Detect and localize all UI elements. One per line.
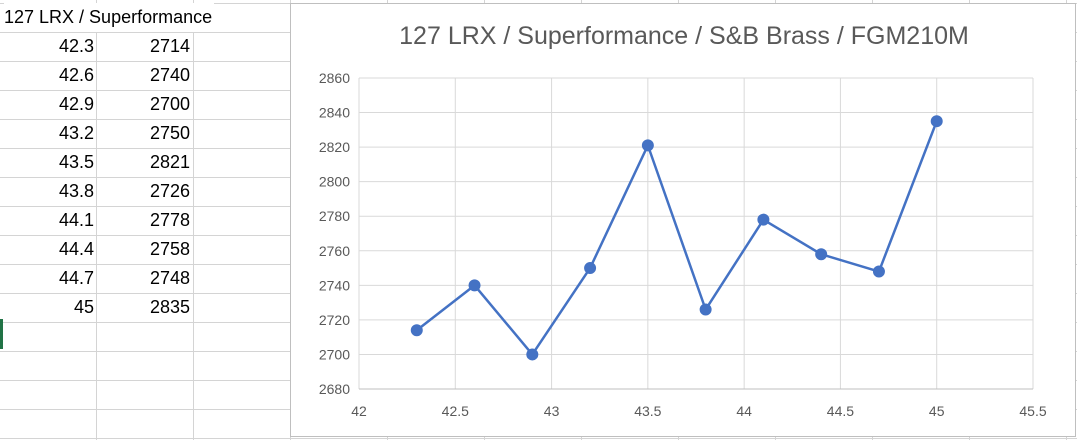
cell-charge[interactable]: 43.5 (58, 152, 94, 172)
cell-charge[interactable]: 42.9 (58, 94, 94, 114)
chart-title: 127 LRX / Superformance / S&B Brass / FG… (399, 22, 969, 50)
x-tick-label: 42.5 (442, 403, 469, 419)
cell-charge[interactable]: 44.1 (58, 210, 94, 230)
cell-velocity[interactable]: 2821 (149, 152, 190, 172)
x-tick-label: 45.5 (1019, 403, 1046, 419)
x-tick-label: 44 (736, 403, 752, 419)
data-point (872, 265, 885, 278)
data-point (930, 115, 943, 128)
cell-velocity[interactable]: 2714 (149, 36, 190, 56)
y-tick-label: 2680 (319, 381, 350, 397)
y-tick-label: 2700 (319, 346, 350, 362)
data-point (468, 279, 481, 292)
series-line (416, 120, 938, 356)
cell-velocity[interactable]: 2758 (149, 239, 190, 259)
chart[interactable]: 127 LRX / Superformance / S&B Brass / FG… (290, 3, 1076, 437)
active-row-marker (0, 319, 3, 349)
data-point (757, 213, 770, 226)
cell-velocity[interactable]: 2750 (149, 123, 190, 143)
y-tick-label: 2820 (319, 139, 350, 155)
y-tick-label: 2840 (319, 105, 350, 121)
x-tick-label: 44.5 (827, 403, 854, 419)
cell-charge[interactable]: 43.8 (58, 181, 94, 201)
data-point (410, 324, 423, 337)
cell-charge[interactable]: 42.3 (58, 36, 94, 56)
data-point (526, 348, 539, 361)
y-tick-label: 2760 (319, 243, 350, 259)
x-tick-label: 45 (929, 403, 945, 419)
y-tick-label: 2740 (319, 277, 350, 293)
data-point (641, 139, 654, 152)
sheet-header-cell[interactable]: 127 LRX / Superformance (4, 3, 215, 32)
cell-velocity[interactable]: 2748 (149, 268, 190, 288)
data-point (584, 262, 597, 275)
cell-charge[interactable]: 45 (73, 297, 94, 317)
y-tick-label: 2780 (319, 208, 350, 224)
cell-charge[interactable]: 43.2 (58, 123, 94, 143)
x-tick-label: 43.5 (634, 403, 661, 419)
cell-velocity[interactable]: 2778 (149, 210, 190, 230)
x-tick-label: 43 (544, 403, 560, 419)
cell-charge[interactable]: 44.4 (58, 239, 94, 259)
x-tick-label: 42 (351, 403, 367, 419)
cell-velocity[interactable]: 2726 (149, 181, 190, 201)
y-tick-label: 2720 (319, 312, 350, 328)
cell-velocity[interactable]: 2740 (149, 65, 190, 85)
cell-charge[interactable]: 44.7 (58, 268, 94, 288)
data-point (815, 248, 828, 261)
cell-charge[interactable]: 42.6 (58, 65, 94, 85)
y-tick-label: 2860 (319, 70, 350, 86)
chart-plot: 2680 2700 2720 2740 2760 2780 2800 2820 2840 2860… (319, 70, 1047, 419)
y-tick-label: 2800 (319, 174, 350, 190)
cell-velocity[interactable]: 2835 (149, 297, 190, 317)
cell-velocity[interactable]: 2700 (149, 94, 190, 114)
data-point (699, 303, 712, 316)
